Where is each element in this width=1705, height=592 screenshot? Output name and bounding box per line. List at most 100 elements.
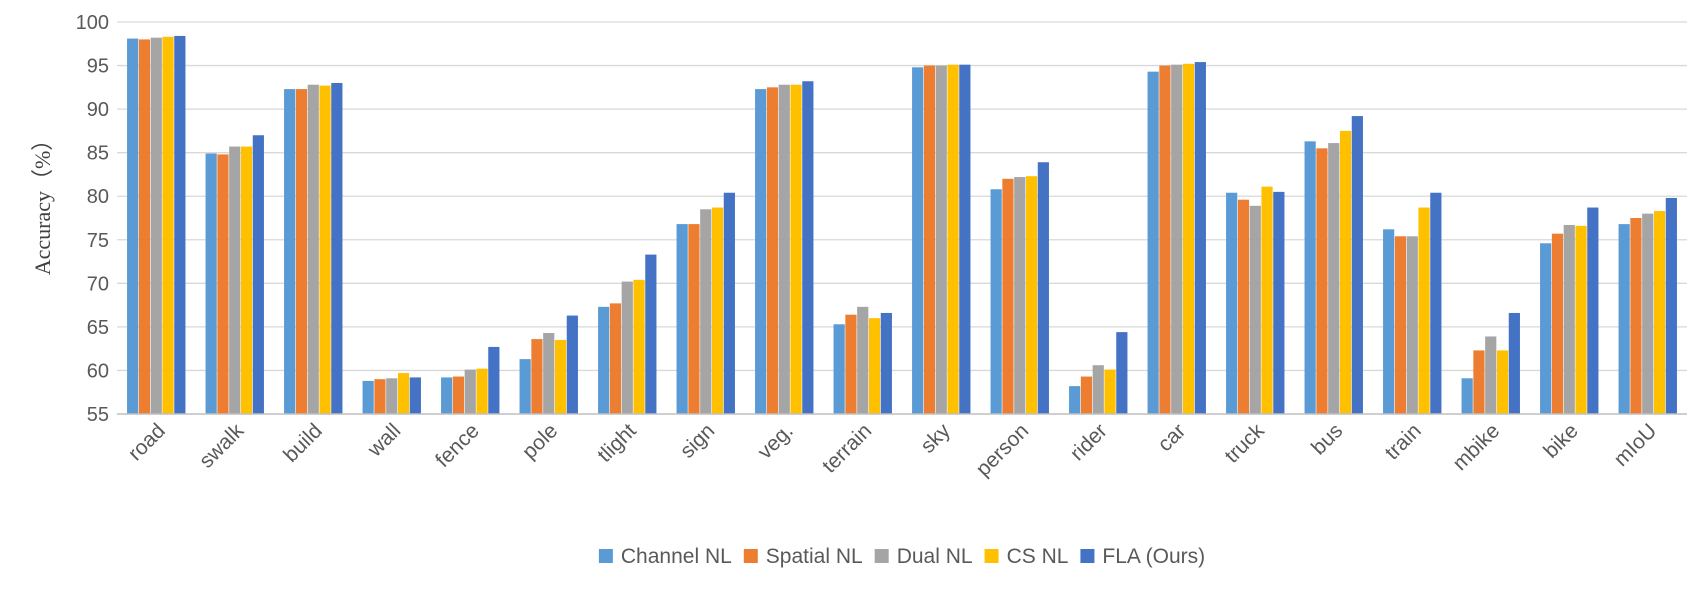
- y-tick-label: 65: [87, 317, 109, 339]
- bar: [676, 224, 688, 414]
- bar: [307, 84, 319, 414]
- bar: [766, 87, 779, 414]
- bar: [1587, 207, 1599, 414]
- bar: [688, 224, 700, 414]
- bar: [1237, 199, 1250, 414]
- y-tick-label: 85: [87, 143, 109, 165]
- bar: [609, 303, 622, 414]
- bar: [1069, 386, 1081, 414]
- category-label: bike: [1539, 419, 1583, 463]
- bar: [1485, 336, 1497, 414]
- bar: [1316, 148, 1328, 415]
- bar: [543, 332, 555, 414]
- legend-item: Channel NL: [598, 545, 732, 568]
- bar: [162, 36, 174, 414]
- bar: [923, 65, 936, 415]
- bar: [554, 339, 567, 414]
- bar: [1328, 143, 1340, 414]
- bar: [566, 315, 578, 414]
- bar: [1406, 236, 1418, 414]
- legend-swatch: [984, 549, 999, 563]
- bar: [723, 192, 735, 414]
- category-label: bus: [1307, 419, 1347, 459]
- legend-item: CS NL: [984, 545, 1069, 568]
- y-tick-label: 95: [87, 56, 109, 78]
- bar: [409, 377, 421, 414]
- bar: [790, 84, 802, 414]
- y-axis-ticks: 55 60 65 70 75 80 85 90 95 100: [76, 12, 109, 426]
- bar: [1351, 116, 1363, 414]
- bar: [441, 377, 453, 414]
- bar: [621, 281, 633, 414]
- bar: [397, 373, 410, 414]
- bar: [476, 368, 488, 414]
- bar: [1002, 178, 1014, 414]
- bar: [935, 65, 947, 415]
- y-tick-label: 75: [87, 230, 109, 252]
- category-label: road: [124, 419, 170, 465]
- bar: [1653, 211, 1666, 414]
- bar: [1014, 177, 1026, 414]
- bar: [284, 89, 296, 414]
- bar: [959, 64, 971, 414]
- legend-label: CS NL: [1007, 545, 1069, 568]
- bar: [374, 379, 386, 414]
- bar: [1461, 378, 1473, 414]
- y-tick-label: 90: [87, 99, 109, 121]
- legend-swatch: [874, 549, 889, 563]
- bar: [857, 306, 869, 414]
- bar: [1563, 224, 1575, 414]
- bar: [1430, 192, 1442, 414]
- category-label: rider: [1066, 419, 1112, 465]
- category-label: train: [1381, 419, 1426, 464]
- y-tick-label: 60: [87, 360, 109, 382]
- category-label: terrain: [818, 419, 876, 477]
- bar: [1575, 225, 1587, 414]
- legend-label: Dual NL: [897, 545, 973, 568]
- bar: [138, 39, 151, 415]
- y-tick-label: 55: [87, 404, 109, 426]
- bar: [319, 85, 331, 414]
- bar: [1273, 191, 1285, 414]
- legend-label: Spatial NL: [766, 545, 863, 568]
- category-label: swalk: [195, 419, 249, 473]
- bar: [1147, 71, 1159, 415]
- bar: [488, 346, 500, 414]
- category-label: car: [1153, 419, 1190, 456]
- bar: [1665, 197, 1677, 414]
- bar: [1383, 229, 1395, 414]
- bar: [802, 81, 814, 414]
- y-tick-label: 70: [87, 273, 109, 295]
- bar: [295, 89, 308, 414]
- bar: [880, 312, 892, 414]
- category-label: build: [279, 419, 327, 467]
- bar: [386, 378, 398, 414]
- bar: [1508, 312, 1520, 414]
- legend-swatch: [743, 549, 758, 563]
- bar: [1304, 141, 1316, 414]
- bar: [127, 38, 139, 414]
- category-labels: road swalk build wall fence pole tlight sign veg…: [124, 419, 1661, 481]
- bar: [229, 146, 241, 414]
- category-label: person: [972, 419, 1034, 481]
- bar: [217, 154, 229, 415]
- bar: [1551, 233, 1564, 414]
- bar: [1171, 64, 1183, 414]
- category-label: wall: [363, 419, 406, 462]
- bar: [1226, 192, 1238, 414]
- bar: [845, 314, 857, 414]
- bar: [1642, 213, 1654, 414]
- y-tick-label: 80: [87, 186, 109, 208]
- bar: [531, 339, 543, 414]
- bar: [240, 146, 253, 414]
- bar: [1496, 350, 1509, 414]
- bar: [711, 207, 724, 414]
- bar: [1261, 186, 1273, 414]
- legend-label: FLA (Ours): [1102, 545, 1205, 568]
- category-label: mbike: [1448, 419, 1504, 475]
- bar: [1339, 130, 1352, 414]
- bar: [464, 369, 476, 414]
- bar: [700, 209, 712, 414]
